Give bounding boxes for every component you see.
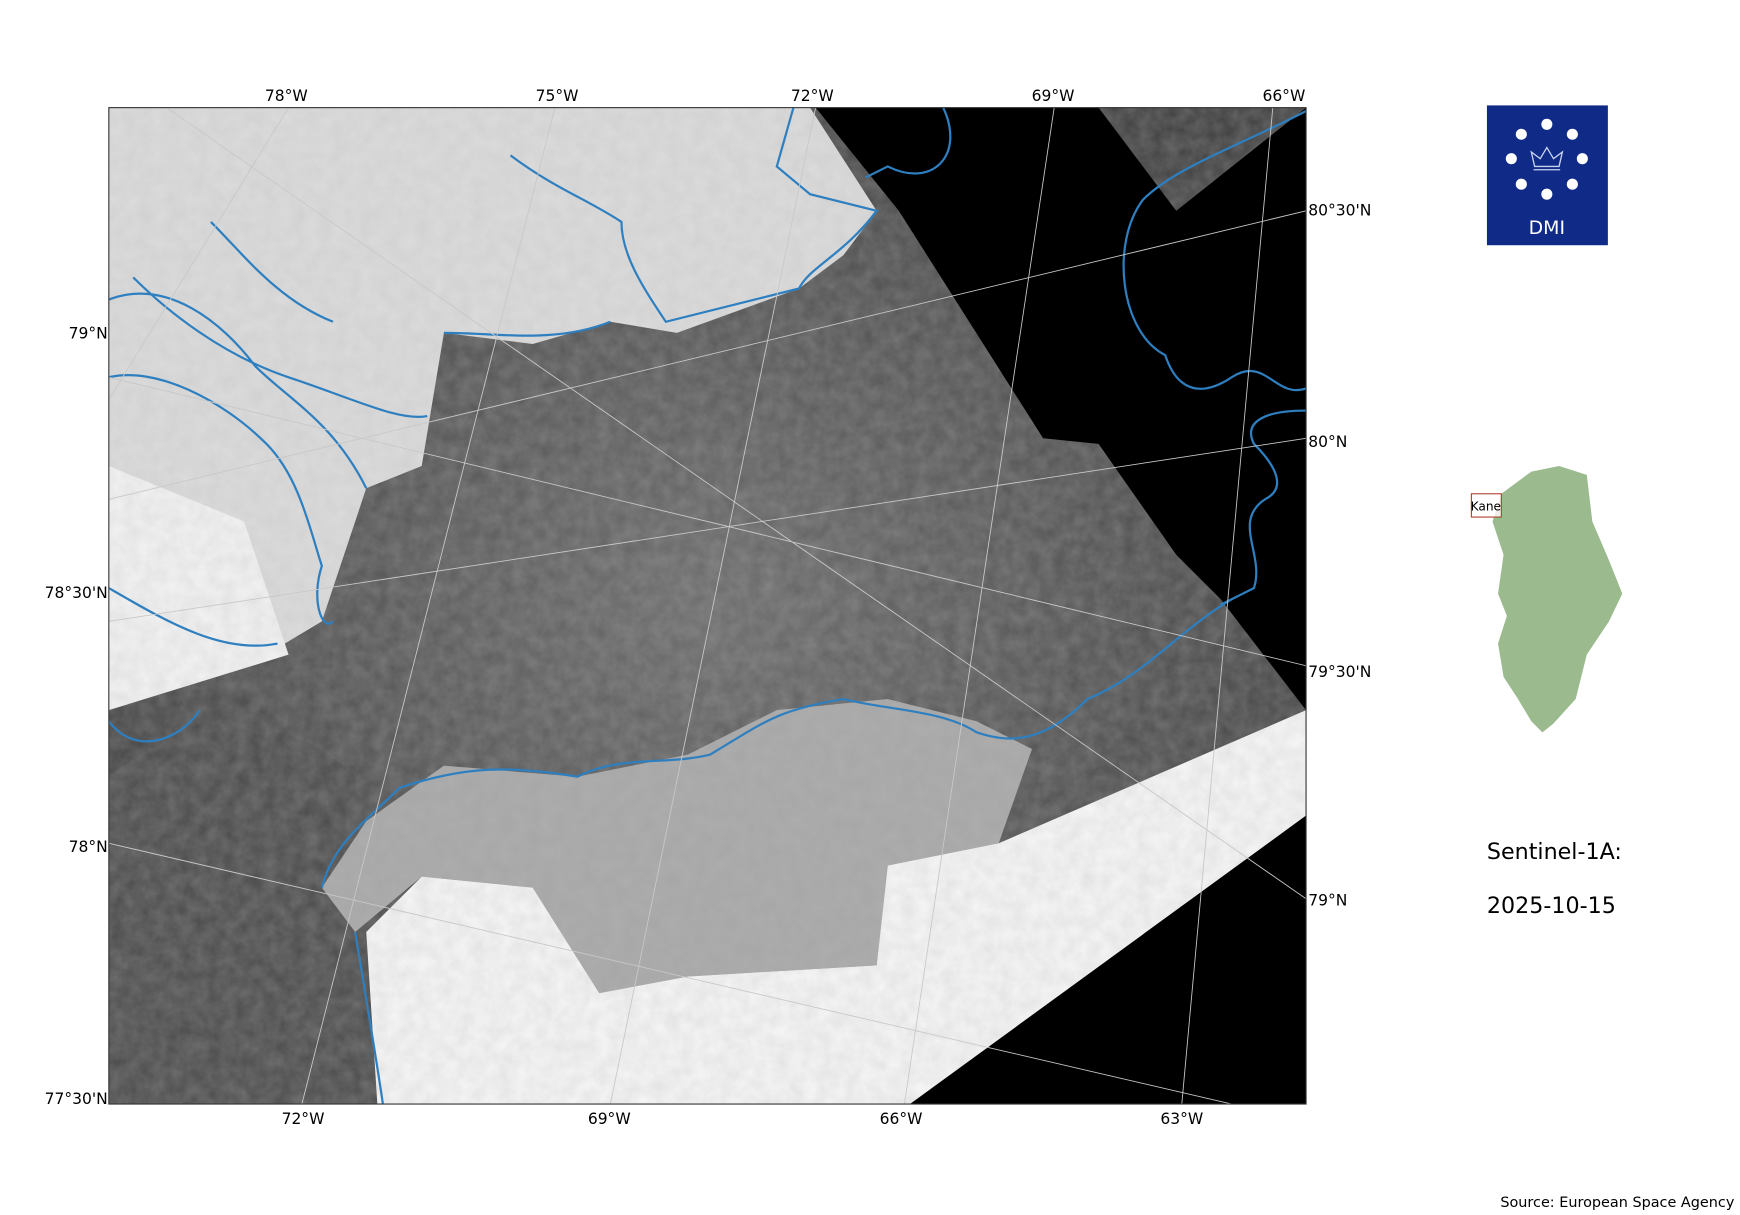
tick-label: 79°30'N	[1308, 663, 1371, 681]
acquisition-date: 2025-10-15	[1487, 893, 1616, 919]
source-credit: Source: European Space Agency	[1500, 1195, 1735, 1211]
area-box	[1470, 493, 1502, 518]
map-frame	[108, 107, 1307, 1105]
satellite-label: Sentinel-1A:	[1487, 839, 1622, 865]
no-data-north	[815, 107, 1307, 711]
logo-text: DMI	[1529, 217, 1565, 239]
tick-label: 66°W	[1262, 87, 1305, 105]
tick-label: 63°W	[1160, 1110, 1203, 1128]
tick-label: 78°W	[265, 87, 308, 105]
tick-label: 75°W	[536, 87, 579, 105]
tick-label: 78°N	[69, 838, 108, 856]
crown-icon	[1530, 146, 1564, 171]
tick-label: 80°30'N	[1308, 201, 1371, 219]
left-tick-labels: 79°N 78°30'N 78°N 77°30'N	[45, 324, 108, 1108]
tick-label: 72°W	[282, 1110, 325, 1128]
greenland-inset-map: Kane	[1470, 466, 1623, 733]
tick-label: 66°W	[880, 1110, 923, 1128]
tick-label: 69°W	[588, 1110, 631, 1128]
right-tick-labels: 80°30'N 80°N 79°30'N 79°N	[1308, 201, 1371, 909]
tick-label: 69°W	[1032, 87, 1075, 105]
tick-label: 79°N	[1308, 891, 1347, 909]
bottom-tick-labels: 72°W 69°W 66°W 63°W	[282, 1110, 1204, 1128]
tick-label: 80°N	[1308, 433, 1347, 451]
sar-image-map[interactable]	[108, 107, 1307, 1105]
area-label: Kane	[1471, 499, 1501, 513]
tick-label: 79°N	[69, 324, 108, 342]
tick-label: 72°W	[791, 87, 834, 105]
tick-label: 77°30'N	[45, 1090, 108, 1108]
top-tick-labels: 78°W 75°W 72°W 69°W 66°W	[265, 87, 1305, 105]
tick-label: 78°30'N	[45, 584, 108, 602]
dmi-logo: DMI	[1486, 105, 1608, 246]
greenland-shape	[1492, 466, 1623, 733]
no-data-south	[909, 815, 1307, 1105]
